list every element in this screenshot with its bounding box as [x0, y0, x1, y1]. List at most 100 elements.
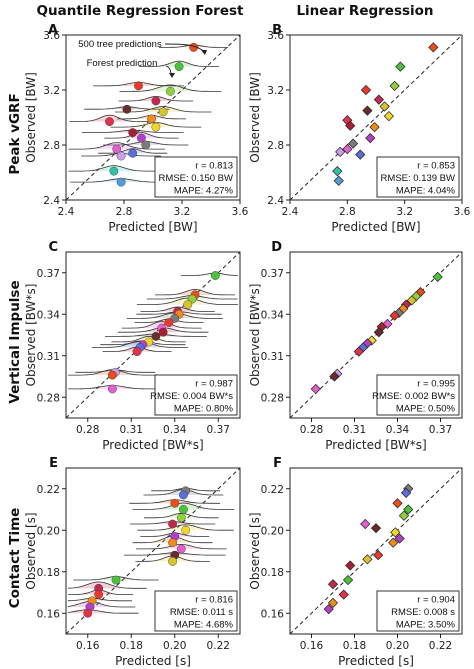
- y-tick-label: 0.22: [37, 484, 60, 496]
- data-point: [390, 527, 401, 538]
- y-tick-label: 0.34: [261, 309, 285, 321]
- tree-distribution-line: [67, 601, 136, 608]
- plot-frame-f: [289, 467, 463, 635]
- tree-distribution-line: [104, 132, 179, 139]
- points-c: [108, 271, 220, 394]
- x-tick-label: 0.28: [300, 424, 323, 436]
- stat-line: RMSE: 0.002 BW*s: [372, 391, 455, 402]
- y-tick-label: 3.2: [267, 85, 284, 97]
- stats-box-frame: [154, 590, 238, 632]
- data-point: [345, 120, 356, 131]
- x-tick-label: 0.28: [76, 424, 99, 436]
- identity-line-d: [289, 251, 463, 419]
- stat-line: MAPE: 4.04%: [396, 186, 456, 197]
- data-point: [373, 94, 384, 105]
- row-title-contact-time: Contact Time: [7, 508, 23, 609]
- annotation-arrowhead: [169, 73, 175, 78]
- data-point: [360, 84, 372, 96]
- tree-distribution-line: [155, 288, 235, 296]
- data-point: [116, 177, 126, 187]
- data-point: [151, 331, 161, 341]
- stats-box-frame: [154, 156, 238, 198]
- stat-line: r = 0.853: [417, 161, 455, 172]
- plot-frame-b: [289, 34, 463, 201]
- stat-line: MAPE: 4.68%: [174, 620, 234, 631]
- annotation-forest-prediction: Forest prediction: [87, 58, 158, 69]
- y-tick-label: 3.6: [267, 30, 284, 42]
- data-point: [176, 544, 186, 554]
- panel-f: F 0.16 0.16 0.18 0.18 0.20 0.20 0.22 0.22 Predict…: [248, 456, 463, 668]
- stat-line: r = 0.995: [417, 379, 455, 390]
- data-point: [165, 86, 175, 96]
- panel-e: E 0.16 0.16 0.18 0.18 0.20 0.20 0.22 0.22 Predict…: [24, 456, 241, 668]
- data-point: [128, 128, 138, 138]
- stat-line: MAPE: 4.27%: [174, 186, 234, 197]
- y-tick-label: 0.37: [261, 268, 284, 280]
- stat-line: r = 0.816: [195, 595, 233, 606]
- stat-line: MAPE: 0.50%: [396, 404, 456, 415]
- data-point: [403, 504, 414, 515]
- data-point: [132, 347, 142, 356]
- y-tick-label: 2.4: [43, 195, 60, 207]
- data-point: [141, 140, 151, 150]
- row-title-peak-vgrf: Peak vGRF: [7, 93, 23, 174]
- tree-distribution-fill: [180, 273, 238, 276]
- tree-distribution-line: [180, 272, 239, 276]
- points-d: [310, 271, 443, 395]
- y-tick-label: 0.20: [261, 525, 284, 537]
- stat-line: r = 0.904: [417, 595, 455, 606]
- tree-distribution-line: [67, 581, 147, 589]
- y-tick-label: 0.20: [37, 525, 60, 537]
- tree-distribution-line: [119, 84, 222, 92]
- y-tick-label: 0.31: [37, 351, 60, 363]
- data-point: [327, 597, 339, 608]
- data-point: [355, 149, 366, 160]
- data-point: [94, 590, 104, 599]
- x-tick-label: 0.34: [163, 424, 187, 436]
- data-point: [345, 560, 356, 571]
- data-point: [369, 122, 380, 133]
- x-axis-label-f: Predicted [s]: [338, 654, 414, 668]
- panel-d: D0.280.280.310.310.340.340.370.37Predict…: [248, 240, 463, 452]
- x-tick-label: 0.31: [343, 424, 366, 436]
- panel-b: B 2.42.4 2.8 2.8 3.2 3.2 3.6 3.6 Predicted [BW] O…: [248, 23, 471, 234]
- data-point: [168, 556, 177, 566]
- y-tick-label: 3.6: [43, 30, 60, 42]
- x-tick-label: 2.4: [282, 206, 299, 218]
- data-point: [370, 523, 382, 534]
- points-e: [83, 486, 191, 618]
- data-point: [327, 579, 339, 590]
- identity-line-b: [289, 34, 463, 201]
- points-a: [105, 42, 199, 187]
- stats-box-frame: [154, 374, 238, 416]
- annotations-a: 500 tree predictions Forest prediction: [78, 39, 207, 78]
- panel-letter-d: D: [271, 240, 282, 255]
- stat-line: MAPE: 3.50%: [396, 620, 456, 631]
- data-point: [136, 133, 146, 143]
- data-point: [116, 151, 126, 161]
- stat-line: RMSE: 0.150 BW: [159, 173, 233, 184]
- data-point: [342, 144, 353, 155]
- data-point: [394, 533, 405, 544]
- x-tick-label: 0.22: [207, 640, 230, 652]
- stat-line: RMSE: 0.004 BW*s: [150, 391, 233, 402]
- tree-distribution-line: [137, 524, 234, 531]
- stats-box-frame: [376, 590, 460, 632]
- y-tick-label: 0.28: [37, 392, 60, 404]
- x-tick-label: 0.18: [120, 640, 143, 652]
- tree-distribution-line: [98, 148, 168, 154]
- data-point: [393, 307, 405, 318]
- y-tick-label: 0.34: [37, 309, 61, 321]
- data-point: [158, 107, 168, 117]
- tree-distribution-line: [110, 122, 202, 128]
- data-point: [383, 111, 394, 122]
- points-f: [323, 483, 414, 615]
- data-point: [373, 550, 384, 561]
- data-point: [365, 133, 376, 144]
- data-point: [379, 101, 390, 112]
- plot-frame-d: [289, 251, 463, 419]
- data-point: [395, 61, 406, 72]
- y-tick-label: 2.8: [267, 140, 284, 152]
- data-point: [310, 383, 321, 395]
